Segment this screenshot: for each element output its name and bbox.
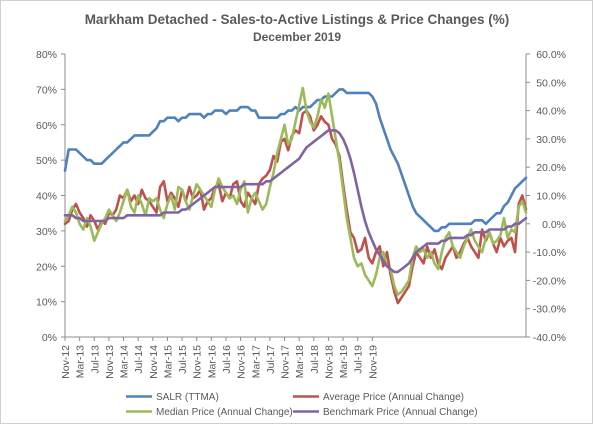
y-tick-label-right: -20.0% [533,275,566,287]
y-tick-label-left: 70% [36,84,57,96]
x-tick-label: Mar-16 [206,345,218,378]
x-tick-label: Mar-18 [294,345,306,378]
legend-label: Benchmark Price (Annual Change) [323,407,478,418]
x-tick-label: Nov-12 [60,345,72,379]
plot-area: 0% 10% 20% 30% 40% 50% 60% 70% 80% -40.0% -30.0% -2… [36,49,566,379]
y-tick-label-left: 20% [36,261,57,273]
y-tick-label-right: 0.0% [542,219,566,231]
legend-label: SALR (TTMA) [156,392,219,403]
legend-item-median-price: Median Price (Annual Change) [126,407,293,418]
x-tick-label: Jul-13 [89,345,101,374]
y-tick-label-right: 10.0% [536,191,566,203]
y-tick-label-left: 60% [36,120,57,132]
x-tick-label: Mar-13 [75,345,87,378]
x-tick-label: Nov-13 [104,345,116,379]
chart-legend: SALR (TTMA) Average Price (Annual Change)… [126,392,478,418]
y-tick-label-left: 30% [36,226,57,238]
x-tick-label: Nov-14 [148,345,160,379]
y-tick-label-right: 50.0% [536,77,566,89]
median-price-line [63,86,528,296]
legend-label: Average Price (Annual Change) [323,392,464,403]
legend-label: Median Price (Annual Change) [156,407,293,418]
y-tick-label-right: 60.0% [536,49,566,61]
y-tick-label-right: 30.0% [536,134,566,146]
salr-line [63,88,528,233]
y-tick-label-left: 80% [36,49,57,61]
x-tick-label: Jul-19 [353,345,365,374]
x-tick-label: Jul-18 [309,345,321,374]
x-tick-label: Mar-14 [119,345,131,378]
x-tick-label: Jul-14 [133,345,145,374]
x-tick-label: Jul-17 [265,345,277,374]
y-tick-label-left: 0% [42,332,57,344]
x-tick-label: Nov-18 [323,345,335,379]
legend-item-average-price: Average Price (Annual Change) [293,392,464,403]
y-tick-label-right: 20.0% [536,162,566,174]
y-tick-label-left: 40% [36,191,57,203]
x-tick-label: Jul-15 [177,345,189,374]
y-tick-label-right: -10.0% [533,247,566,259]
x-tick-label: Nov-19 [367,345,379,379]
x-tick-label: Jul-16 [221,345,233,374]
x-tick-label: Nov-16 [236,345,248,379]
benchmark-price-line [63,129,528,274]
y-tick-label-right: -40.0% [533,332,566,344]
y-tick-label-left: 10% [36,297,57,309]
legend-item-salr: SALR (TTMA) [126,392,219,403]
x-tick-label: Nov-17 [280,345,292,379]
y-tick-label-right: 40.0% [536,106,566,118]
x-tick-label: Mar-19 [338,345,350,378]
x-tick-label: Mar-15 [162,345,174,378]
chart-title: Markham Detached - Sales-to-Active Listi… [85,12,510,27]
y-tick-label-left: 50% [36,155,57,167]
x-tick-label: Nov-15 [192,345,204,379]
x-tick-label: Mar-17 [250,345,262,378]
average-price-line [63,109,528,305]
legend-item-benchmark-price: Benchmark Price (Annual Change) [293,407,478,418]
chart-subtitle: December 2019 [253,30,341,44]
y-tick-label-right: -30.0% [533,304,566,316]
